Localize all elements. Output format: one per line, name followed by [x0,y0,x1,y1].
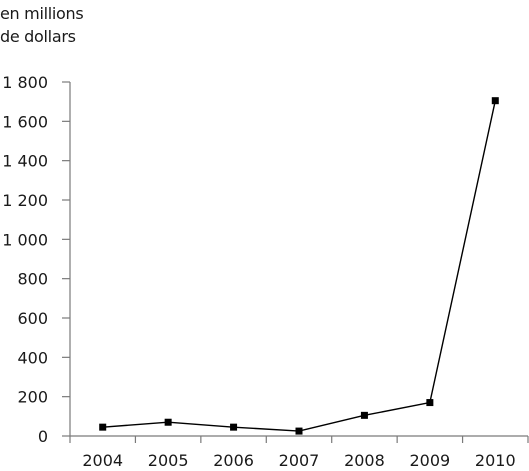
data-point-marker [295,427,303,435]
y-tick-label: 1 400 [2,152,48,171]
y-tick-label: 1 200 [2,191,48,210]
data-point-marker [164,418,172,426]
y-tick-label: 1 600 [2,112,48,131]
x-tick-label: 2005 [148,451,189,470]
y-unit-label-line-1: en millions [0,4,84,23]
y-tick-label: 400 [17,348,48,367]
x-axis: 2004 2005 2006 2007 2008 2009 2010 [69,435,529,470]
data-point-marker [360,411,368,419]
y-axis: 0 200 400 600 800 1 000 1 200 1 400 1 600 1 800 [2,73,71,446]
series-line [102,100,496,432]
y-tick-label: 1 000 [2,230,48,249]
x-tick-label: 2004 [82,451,123,470]
y-tick-label: 800 [17,270,48,289]
x-tick-label: 2006 [213,451,254,470]
data-point-marker [99,423,107,431]
y-tick-label: 200 [17,388,48,407]
series [99,97,499,435]
y-tick-label: 0 [38,427,48,446]
y-unit-label-line-2: de dollars [0,27,76,46]
x-tick-label: 2009 [409,451,450,470]
y-tick-label: 600 [17,309,48,328]
x-tick-label: 2007 [279,451,320,470]
y-tick-label: 1 800 [2,73,48,92]
data-point-marker [426,399,434,407]
x-tick-label: 2008 [344,451,385,470]
data-point-marker [491,97,499,105]
data-point-marker [230,423,238,431]
x-tick-label: 2010 [475,451,516,470]
